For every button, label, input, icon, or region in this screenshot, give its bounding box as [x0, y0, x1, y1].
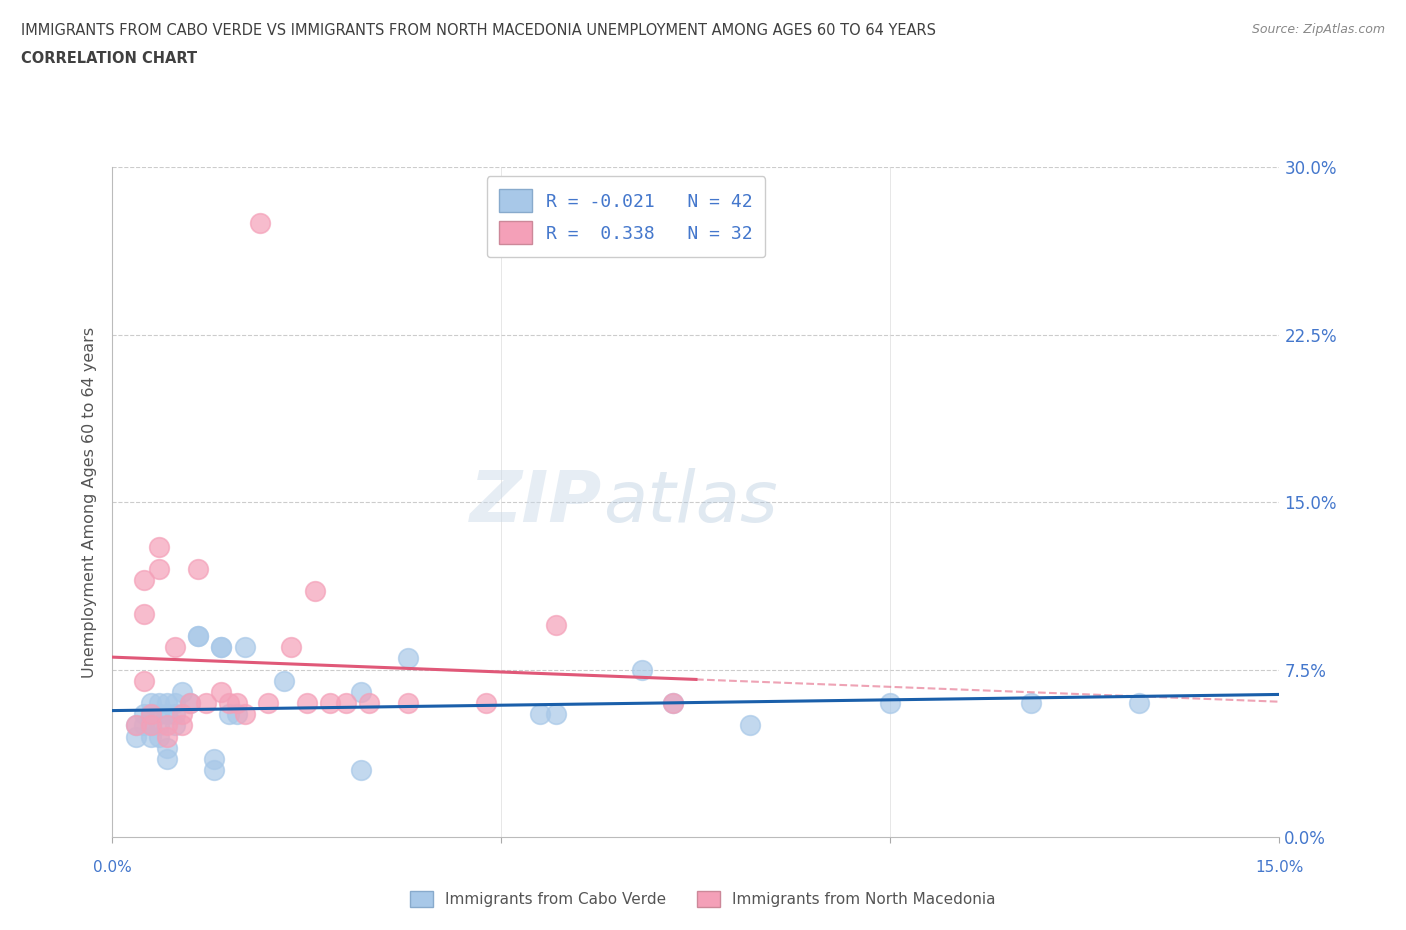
- Point: [529, 707, 551, 722]
- Legend: R = -0.021   N = 42, R =  0.338   N = 32: R = -0.021 N = 42, R = 0.338 N = 32: [486, 177, 765, 257]
- Point: [141, 718, 163, 733]
- Point: [148, 539, 170, 554]
- Point: [209, 640, 232, 655]
- Point: [125, 718, 148, 733]
- Point: [156, 751, 179, 766]
- Point: [257, 696, 280, 711]
- Point: [350, 684, 373, 699]
- Point: [141, 718, 163, 733]
- Point: [475, 696, 498, 711]
- Point: [396, 696, 419, 711]
- Point: [132, 606, 155, 621]
- Point: [156, 718, 179, 733]
- Point: [304, 584, 326, 599]
- Point: [226, 707, 249, 722]
- Text: IMMIGRANTS FROM CABO VERDE VS IMMIGRANTS FROM NORTH MACEDONIA UNEMPLOYMENT AMONG: IMMIGRANTS FROM CABO VERDE VS IMMIGRANTS…: [21, 23, 936, 38]
- Point: [132, 718, 155, 733]
- Point: [125, 718, 148, 733]
- Point: [218, 707, 240, 722]
- Text: Source: ZipAtlas.com: Source: ZipAtlas.com: [1251, 23, 1385, 36]
- Point: [156, 729, 179, 744]
- Point: [172, 718, 194, 733]
- Point: [209, 684, 232, 699]
- Point: [661, 696, 683, 711]
- Point: [187, 629, 209, 644]
- Point: [226, 696, 249, 711]
- Point: [350, 763, 373, 777]
- Point: [141, 729, 163, 744]
- Point: [1128, 696, 1150, 711]
- Point: [172, 707, 194, 722]
- Point: [163, 696, 186, 711]
- Point: [163, 718, 186, 733]
- Point: [879, 696, 901, 711]
- Point: [125, 729, 148, 744]
- Point: [156, 740, 179, 755]
- Y-axis label: Unemployment Among Ages 60 to 64 years: Unemployment Among Ages 60 to 64 years: [82, 326, 97, 678]
- Point: [156, 696, 179, 711]
- Point: [132, 707, 155, 722]
- Point: [163, 640, 186, 655]
- Point: [202, 751, 225, 766]
- Point: [156, 707, 179, 722]
- Legend: Immigrants from Cabo Verde, Immigrants from North Macedonia: Immigrants from Cabo Verde, Immigrants f…: [404, 884, 1002, 913]
- Point: [179, 696, 201, 711]
- Point: [202, 763, 225, 777]
- Text: ZIP: ZIP: [471, 468, 603, 537]
- Point: [209, 640, 232, 655]
- Text: 0.0%: 0.0%: [93, 860, 132, 875]
- Point: [740, 718, 762, 733]
- Text: CORRELATION CHART: CORRELATION CHART: [21, 51, 197, 66]
- Point: [1019, 696, 1042, 711]
- Point: [148, 729, 170, 744]
- Point: [141, 696, 163, 711]
- Point: [194, 696, 217, 711]
- Point: [661, 696, 683, 711]
- Point: [179, 696, 201, 711]
- Point: [544, 707, 567, 722]
- Point: [233, 707, 256, 722]
- Text: atlas: atlas: [603, 468, 778, 537]
- Point: [295, 696, 318, 711]
- Point: [132, 573, 155, 588]
- Text: 15.0%: 15.0%: [1256, 860, 1303, 875]
- Point: [359, 696, 381, 711]
- Point: [249, 216, 271, 231]
- Point: [335, 696, 357, 711]
- Point: [233, 640, 256, 655]
- Point: [148, 696, 170, 711]
- Point: [172, 684, 194, 699]
- Point: [187, 562, 209, 577]
- Point: [163, 707, 186, 722]
- Point: [141, 707, 163, 722]
- Point: [187, 629, 209, 644]
- Point: [218, 696, 240, 711]
- Point: [148, 718, 170, 733]
- Point: [396, 651, 419, 666]
- Point: [630, 662, 652, 677]
- Point: [132, 673, 155, 688]
- Point: [148, 707, 170, 722]
- Point: [141, 707, 163, 722]
- Point: [544, 618, 567, 632]
- Point: [319, 696, 342, 711]
- Point: [280, 640, 302, 655]
- Point: [148, 562, 170, 577]
- Point: [273, 673, 295, 688]
